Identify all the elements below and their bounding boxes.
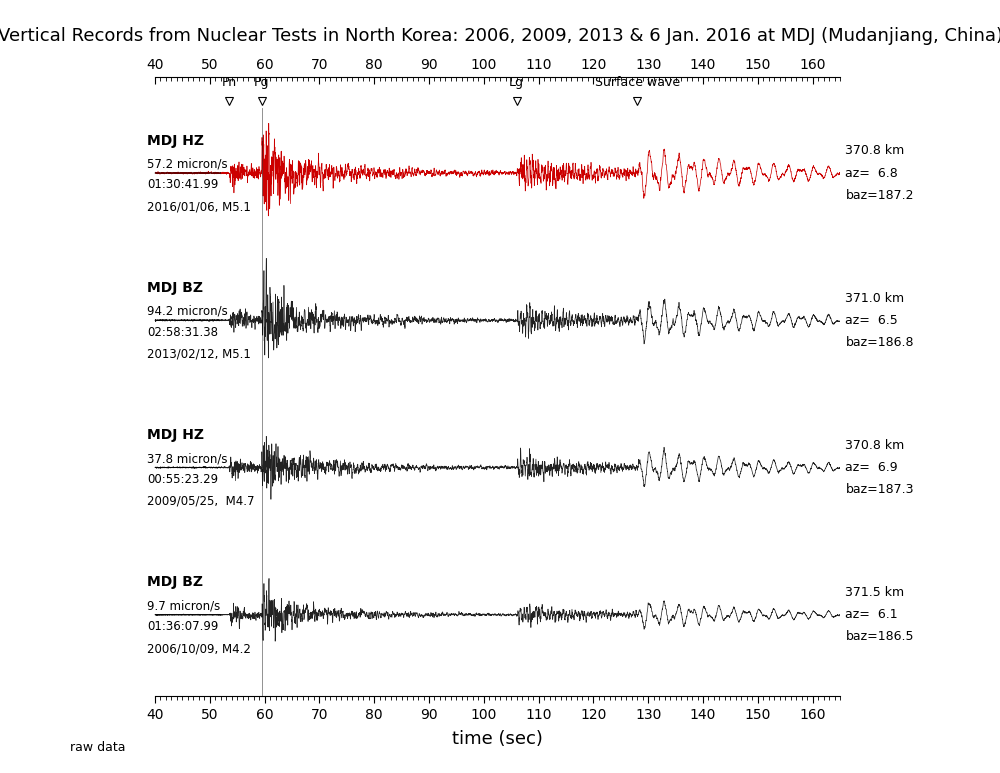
Text: MDJ HZ: MDJ HZ <box>147 134 204 148</box>
Text: Pg: Pg <box>254 76 270 89</box>
Text: 2006/10/09, M4.2: 2006/10/09, M4.2 <box>147 642 251 655</box>
Text: 370.8 km: 370.8 km <box>845 145 905 158</box>
Text: 2009/05/25,  M4.7: 2009/05/25, M4.7 <box>147 495 254 508</box>
Text: 9.7 micron/s: 9.7 micron/s <box>147 599 220 612</box>
Text: 57.2 micron/s: 57.2 micron/s <box>147 158 227 171</box>
Text: baz=187.3: baz=187.3 <box>845 483 914 496</box>
Text: az=  6.5: az= 6.5 <box>845 314 898 327</box>
Text: 02:58:31.38: 02:58:31.38 <box>147 325 218 339</box>
Text: baz=186.5: baz=186.5 <box>845 630 914 643</box>
Text: MDJ HZ: MDJ HZ <box>147 428 204 442</box>
Text: Lg: Lg <box>509 76 524 89</box>
Text: baz=187.2: baz=187.2 <box>845 189 914 202</box>
Text: Surface wave: Surface wave <box>595 76 680 89</box>
Text: 00:55:23.29: 00:55:23.29 <box>147 473 218 485</box>
Text: 370.8 km: 370.8 km <box>845 439 905 452</box>
Text: 371.0 km: 371.0 km <box>845 291 905 305</box>
X-axis label: time (sec): time (sec) <box>452 730 543 747</box>
Text: 2013/02/12, M5.1: 2013/02/12, M5.1 <box>147 348 251 361</box>
Text: 371.5 km: 371.5 km <box>845 586 905 599</box>
Text: 94.2 micron/s: 94.2 micron/s <box>147 305 228 318</box>
Text: MDJ BZ: MDJ BZ <box>147 281 203 295</box>
Text: MDJ BZ: MDJ BZ <box>147 575 203 589</box>
Text: raw data: raw data <box>70 741 126 754</box>
Text: 37.8 micron/s: 37.8 micron/s <box>147 452 227 465</box>
Text: 2016/01/06, M5.1: 2016/01/06, M5.1 <box>147 200 251 213</box>
Text: 01:36:07.99: 01:36:07.99 <box>147 620 218 633</box>
Text: baz=186.8: baz=186.8 <box>845 335 914 349</box>
Text: Vertical Records from Nuclear Tests in North Korea: 2006, 2009, 2013 & 6 Jan. 20: Vertical Records from Nuclear Tests in N… <box>0 27 1000 45</box>
Text: az=  6.1: az= 6.1 <box>845 608 898 621</box>
Text: az=  6.9: az= 6.9 <box>845 461 898 474</box>
Text: 01:30:41.99: 01:30:41.99 <box>147 179 218 191</box>
Text: Pn: Pn <box>221 76 237 89</box>
Text: az=  6.8: az= 6.8 <box>845 166 898 179</box>
